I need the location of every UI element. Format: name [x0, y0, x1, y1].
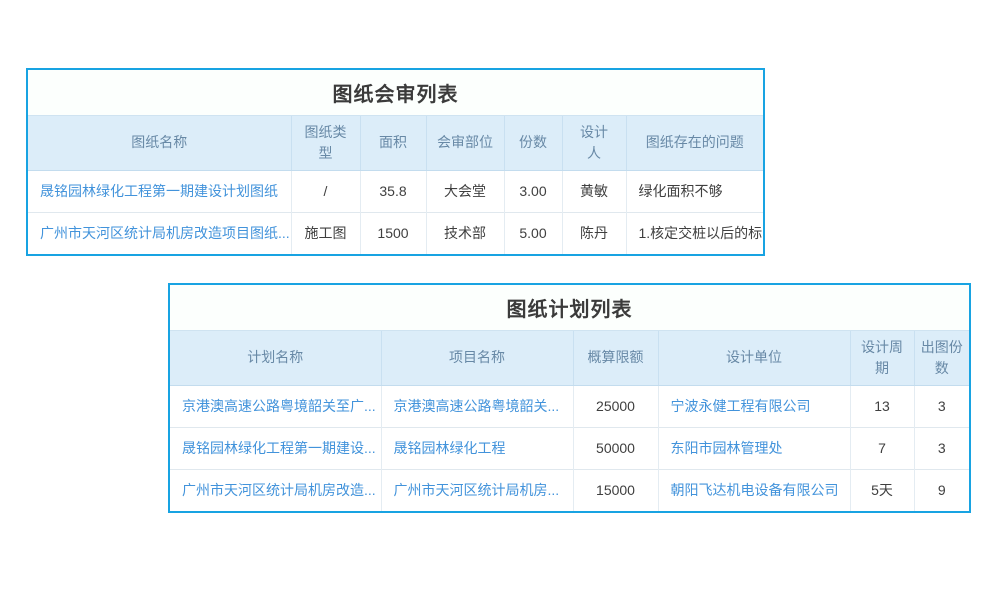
plan-name-link[interactable]: 广州市天河区统计局机房改造...	[182, 482, 376, 499]
review-table-row: 晟铭园林绿化工程第一期建设计划图纸 / 35.8 大会堂 3.00 黄敏 绿化面…	[28, 170, 763, 212]
review-table-row: 广州市天河区统计局机房改造项目图纸... 施工图 1500 技术部 5.00 陈…	[28, 211, 763, 254]
designer-cell: 陈丹	[561, 211, 626, 254]
plan-name-link[interactable]: 晟铭园林绿化工程第一期建设...	[182, 440, 376, 456]
col-header-label: 设计周期	[861, 338, 903, 376]
plan-name-cell: 晟铭园林绿化工程第一期建设...	[170, 426, 381, 469]
col-header-issues: 图纸存在的问题	[625, 116, 763, 171]
design-unit-cell: 朝阳飞达机电设备有限公司	[657, 468, 850, 511]
plan-name-cell: 广州市天河区统计局机房改造...	[170, 468, 381, 511]
output-copies-cell: 9	[913, 468, 969, 511]
col-header-label: 图纸类型	[304, 123, 347, 161]
copies-cell: 5.00	[503, 211, 562, 254]
col-header-label: 份数	[519, 134, 547, 151]
col-header-plan-name: 计划名称	[170, 331, 381, 386]
col-header-drawing-name: 图纸名称	[28, 116, 291, 171]
col-header-label: 设计人	[580, 123, 608, 161]
col-header-label: 图纸名称	[131, 134, 188, 151]
col-header-design-unit: 设计单位	[657, 331, 850, 386]
drawing-name-link[interactable]: 晟铭园林绿化工程第一期建设计划图纸	[40, 183, 278, 199]
col-header-label: 概算限额	[587, 349, 644, 366]
design-cycle-cell: 13	[849, 385, 914, 427]
design-unit-link[interactable]: 朝阳飞达机电设备有限公司	[670, 482, 839, 499]
col-header-project-name: 项目名称	[380, 331, 573, 386]
plan-name-cell: 京港澳高速公路粤境韶关至广...	[170, 385, 381, 427]
plan-table-row: 广州市天河区统计局机房改造... 广州市天河区统计局机房... 15000 朝阳…	[170, 468, 969, 511]
col-header-label: 计划名称	[247, 349, 304, 366]
budget-cell: 15000	[572, 468, 658, 511]
project-name-link[interactable]: 晟铭园林绿化工程	[393, 440, 506, 456]
project-name-link[interactable]: 广州市天河区统计局机房...	[393, 482, 560, 499]
plan-table-card: 图纸计划列表 计划名称 项目名称 概算限额 设计单位 设计周期 出图份数 京港澳…	[168, 283, 971, 513]
col-header-label: 出图份数	[920, 338, 963, 376]
design-unit-cell: 宁波永健工程有限公司	[657, 385, 850, 427]
designer-cell: 黄敏	[561, 170, 626, 212]
design-cycle-cell: 7	[849, 426, 914, 469]
design-unit-link[interactable]: 东阳市园林管理处	[670, 440, 783, 456]
design-cycle-cell: 5天	[849, 468, 914, 511]
col-header-label: 面积	[379, 134, 407, 151]
col-header-drawing-type: 图纸类型	[290, 116, 360, 171]
plan-name-link[interactable]: 京港澳高速公路粤境韶关至广...	[182, 398, 376, 414]
plan-table-title: 图纸计划列表	[170, 285, 969, 331]
col-header-label: 会审部位	[437, 134, 493, 151]
plan-table: 计划名称 项目名称 概算限额 设计单位 设计周期 出图份数 京港澳高速公路粤境韶…	[170, 331, 969, 511]
col-header-label: 设计单位	[726, 349, 782, 366]
output-copies-cell: 3	[913, 385, 969, 427]
drawing-name-cell: 晟铭园林绿化工程第一期建设计划图纸	[28, 170, 291, 212]
col-header-designer: 设计人	[561, 116, 626, 171]
col-header-design-cycle: 设计周期	[849, 331, 914, 386]
project-name-cell: 京港澳高速公路粤境韶关...	[380, 385, 573, 427]
budget-cell: 50000	[572, 426, 658, 469]
col-header-review-location: 会审部位	[425, 116, 504, 171]
budget-cell: 25000	[572, 385, 658, 427]
review-table-header-row: 图纸名称 图纸类型 面积 会审部位 份数 设计人 图纸存在的问题	[28, 116, 763, 171]
review-table-title: 图纸会审列表	[28, 70, 763, 116]
plan-table-row: 晟铭园林绿化工程第一期建设... 晟铭园林绿化工程 50000 东阳市园林管理处…	[170, 426, 969, 469]
drawing-name-link[interactable]: 广州市天河区统计局机房改造项目图纸...	[40, 225, 290, 242]
issues-cell: 1.核定交桩以后的标...	[625, 211, 763, 254]
col-header-output-copies: 出图份数	[913, 331, 969, 386]
review-table: 图纸名称 图纸类型 面积 会审部位 份数 设计人 图纸存在的问题 晟铭园林绿化工…	[28, 116, 763, 254]
drawing-name-cell: 广州市天河区统计局机房改造项目图纸...	[28, 211, 291, 254]
col-header-budget-limit: 概算限额	[572, 331, 658, 386]
review-table-card: 图纸会审列表 图纸名称 图纸类型 面积 会审部位 份数 设计人 图纸存在的问题 …	[26, 68, 765, 256]
area-cell: 35.8	[359, 170, 426, 212]
plan-table-row: 京港澳高速公路粤境韶关至广... 京港澳高速公路粤境韶关... 25000 宁波…	[170, 385, 969, 427]
design-unit-link[interactable]: 宁波永健工程有限公司	[670, 398, 811, 414]
review-location-cell: 大会堂	[425, 170, 504, 212]
design-unit-cell: 东阳市园林管理处	[657, 426, 850, 469]
plan-table-header-row: 计划名称 项目名称 概算限额 设计单位 设计周期 出图份数	[170, 331, 969, 386]
project-name-cell: 晟铭园林绿化工程	[380, 426, 573, 469]
output-copies-cell: 3	[913, 426, 969, 469]
issues-cell: 绿化面积不够	[625, 170, 763, 212]
project-name-cell: 广州市天河区统计局机房...	[380, 468, 573, 511]
col-header-area: 面积	[359, 116, 426, 171]
col-header-label: 项目名称	[449, 349, 505, 366]
area-cell: 1500	[359, 211, 426, 254]
review-location-cell: 技术部	[425, 211, 504, 254]
col-header-label: 图纸存在的问题	[645, 134, 744, 151]
project-name-link[interactable]: 京港澳高速公路粤境韶关...	[393, 398, 560, 414]
col-header-copies: 份数	[503, 116, 562, 171]
copies-cell: 3.00	[503, 170, 562, 212]
drawing-type-cell: /	[290, 170, 360, 212]
drawing-type-cell: 施工图	[290, 211, 360, 254]
